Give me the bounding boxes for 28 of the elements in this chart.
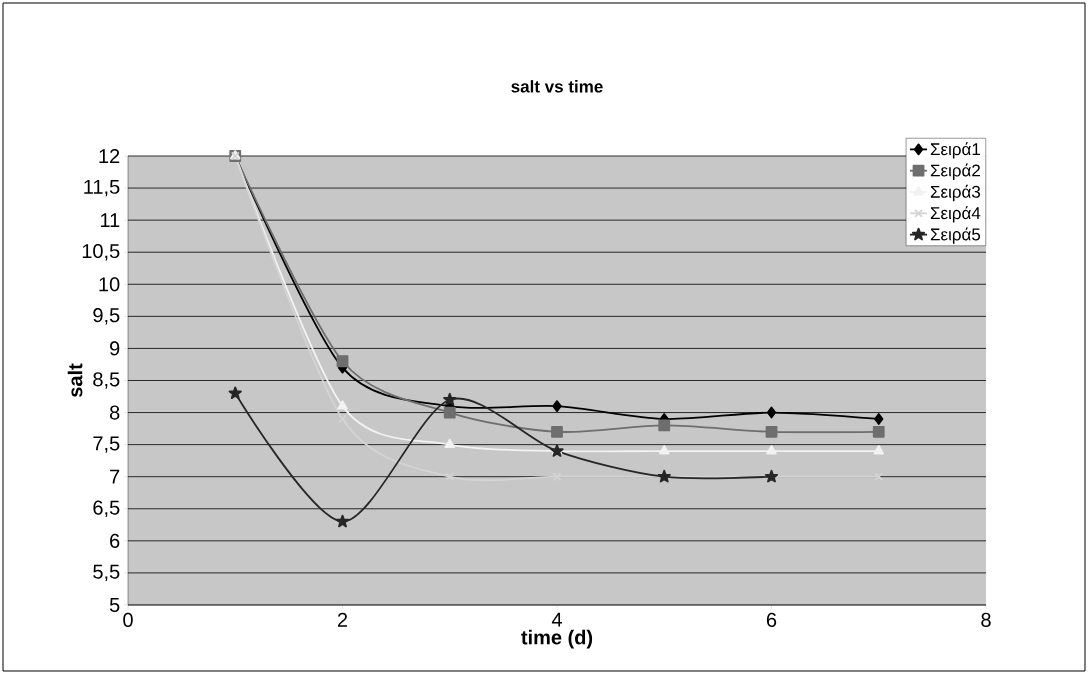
y-tick-label: 5	[109, 598, 120, 612]
y-tick-label: 6	[110, 533, 120, 548]
y-tick-label: 11,5	[84, 179, 120, 197]
legend-label: Σειρά4	[930, 206, 981, 223]
y-tick-label: 10,5	[82, 243, 120, 261]
y-tick-label: 9,5	[93, 308, 120, 325]
x-axis-title: time (d)	[521, 629, 593, 649]
y-tick-label: 11	[100, 213, 120, 228]
legend-label: Σειρά2	[930, 163, 980, 180]
chart-title: salt vs time	[511, 80, 603, 93]
y-tick-label: 8	[109, 405, 120, 420]
y-tick-label: 7	[110, 469, 120, 484]
y-tick-label: 9	[110, 341, 120, 356]
x-tick-label: 6	[766, 612, 777, 627]
y-tick-label: 7,5	[93, 436, 120, 453]
y-tick-label: 8,5	[93, 372, 120, 389]
legend-label: Σειρά3	[930, 184, 981, 202]
x-tick-label: 4	[551, 612, 562, 627]
y-tick-label: 5,5	[93, 564, 120, 582]
y-tick-label: 12	[99, 149, 120, 163]
legend-label: Σειρά1	[930, 142, 980, 159]
legend-label: Σειρά5	[930, 227, 981, 244]
x-tick-label: 2	[337, 612, 348, 627]
y-tick-label: 10	[99, 277, 120, 292]
y-tick-label: 6,5	[93, 500, 120, 518]
x-tick-label: 0	[123, 612, 133, 627]
y-axis-title: salt	[67, 363, 83, 398]
x-tick-label: 8	[981, 612, 991, 627]
